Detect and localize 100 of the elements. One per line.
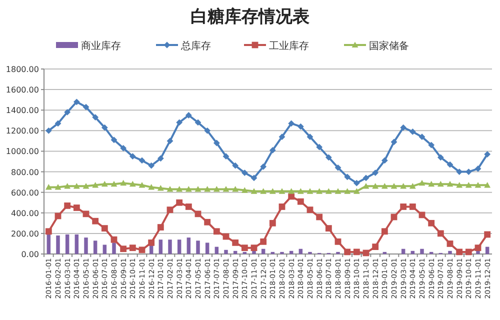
point [278,134,286,140]
legend-label: 总库存 [180,40,211,52]
point [138,157,146,164]
y-tick-label: 200.00 [11,229,39,238]
point [64,182,71,189]
point [166,206,174,214]
point [213,186,220,192]
point [306,206,314,214]
bar [448,250,452,254]
legend-label: 商业库存 [81,40,121,52]
bar [102,244,107,254]
bar [186,238,191,254]
y-tick-label: 400.00 [11,208,39,218]
point [73,204,80,211]
point [400,182,407,189]
point [484,182,491,188]
point [269,146,276,154]
point [381,182,388,189]
point [297,198,304,205]
point [148,184,155,190]
point [288,120,295,127]
point [269,220,276,226]
point [138,182,146,188]
point [54,184,62,190]
bar [84,238,88,254]
point [232,239,239,246]
y-tick-label: 1400.00 [6,106,39,116]
point [325,154,332,161]
point [213,140,220,146]
bar [196,240,200,254]
point [409,128,416,135]
point [110,236,118,243]
point [437,154,444,161]
point [82,182,90,189]
point [157,185,164,191]
point [325,188,332,194]
point [64,202,71,209]
point [250,188,258,194]
point [409,204,416,210]
point [428,220,435,226]
bar [158,240,163,254]
point [344,174,351,180]
point [232,186,239,192]
point [446,161,454,168]
point [232,162,239,169]
point [446,180,454,187]
point [465,248,472,256]
point [73,182,80,189]
y-tick-label: 600.00 [11,188,39,198]
bar [485,246,490,254]
legend-label: 国家储备 [369,40,409,52]
point [82,210,90,218]
point [176,199,183,206]
point [54,120,62,127]
point [92,114,99,121]
point [204,127,211,134]
point [437,230,444,237]
point [353,248,360,256]
point [428,142,435,148]
bar [65,234,70,254]
point [241,187,248,193]
point [316,214,323,220]
point [437,180,444,187]
point [446,240,454,247]
point [120,180,127,186]
bar [177,240,182,254]
legend-label: 工业库存 [269,40,309,52]
point [353,188,360,194]
point [194,119,202,126]
point [316,144,323,150]
point [381,157,388,164]
bar [93,240,98,254]
y-tick-label: 1200.00 [6,126,39,136]
point [82,104,90,110]
point [400,204,407,210]
bar [401,248,406,254]
point [148,162,155,169]
point [269,188,276,194]
point [194,210,202,218]
point [92,218,99,224]
point [204,218,211,226]
bar [168,240,172,254]
point [166,138,174,144]
point [260,188,267,194]
y-tick-label: 0.00 [21,250,39,259]
bar [214,246,219,254]
point [428,180,435,187]
point [353,180,360,186]
point [362,174,370,182]
point [409,182,416,189]
point [101,124,108,131]
bar [205,242,210,254]
point [297,188,304,194]
point [64,108,71,116]
point [110,136,118,144]
bar [224,250,228,254]
point [129,153,136,160]
point [138,246,146,254]
bar [56,236,60,254]
point [465,182,472,188]
